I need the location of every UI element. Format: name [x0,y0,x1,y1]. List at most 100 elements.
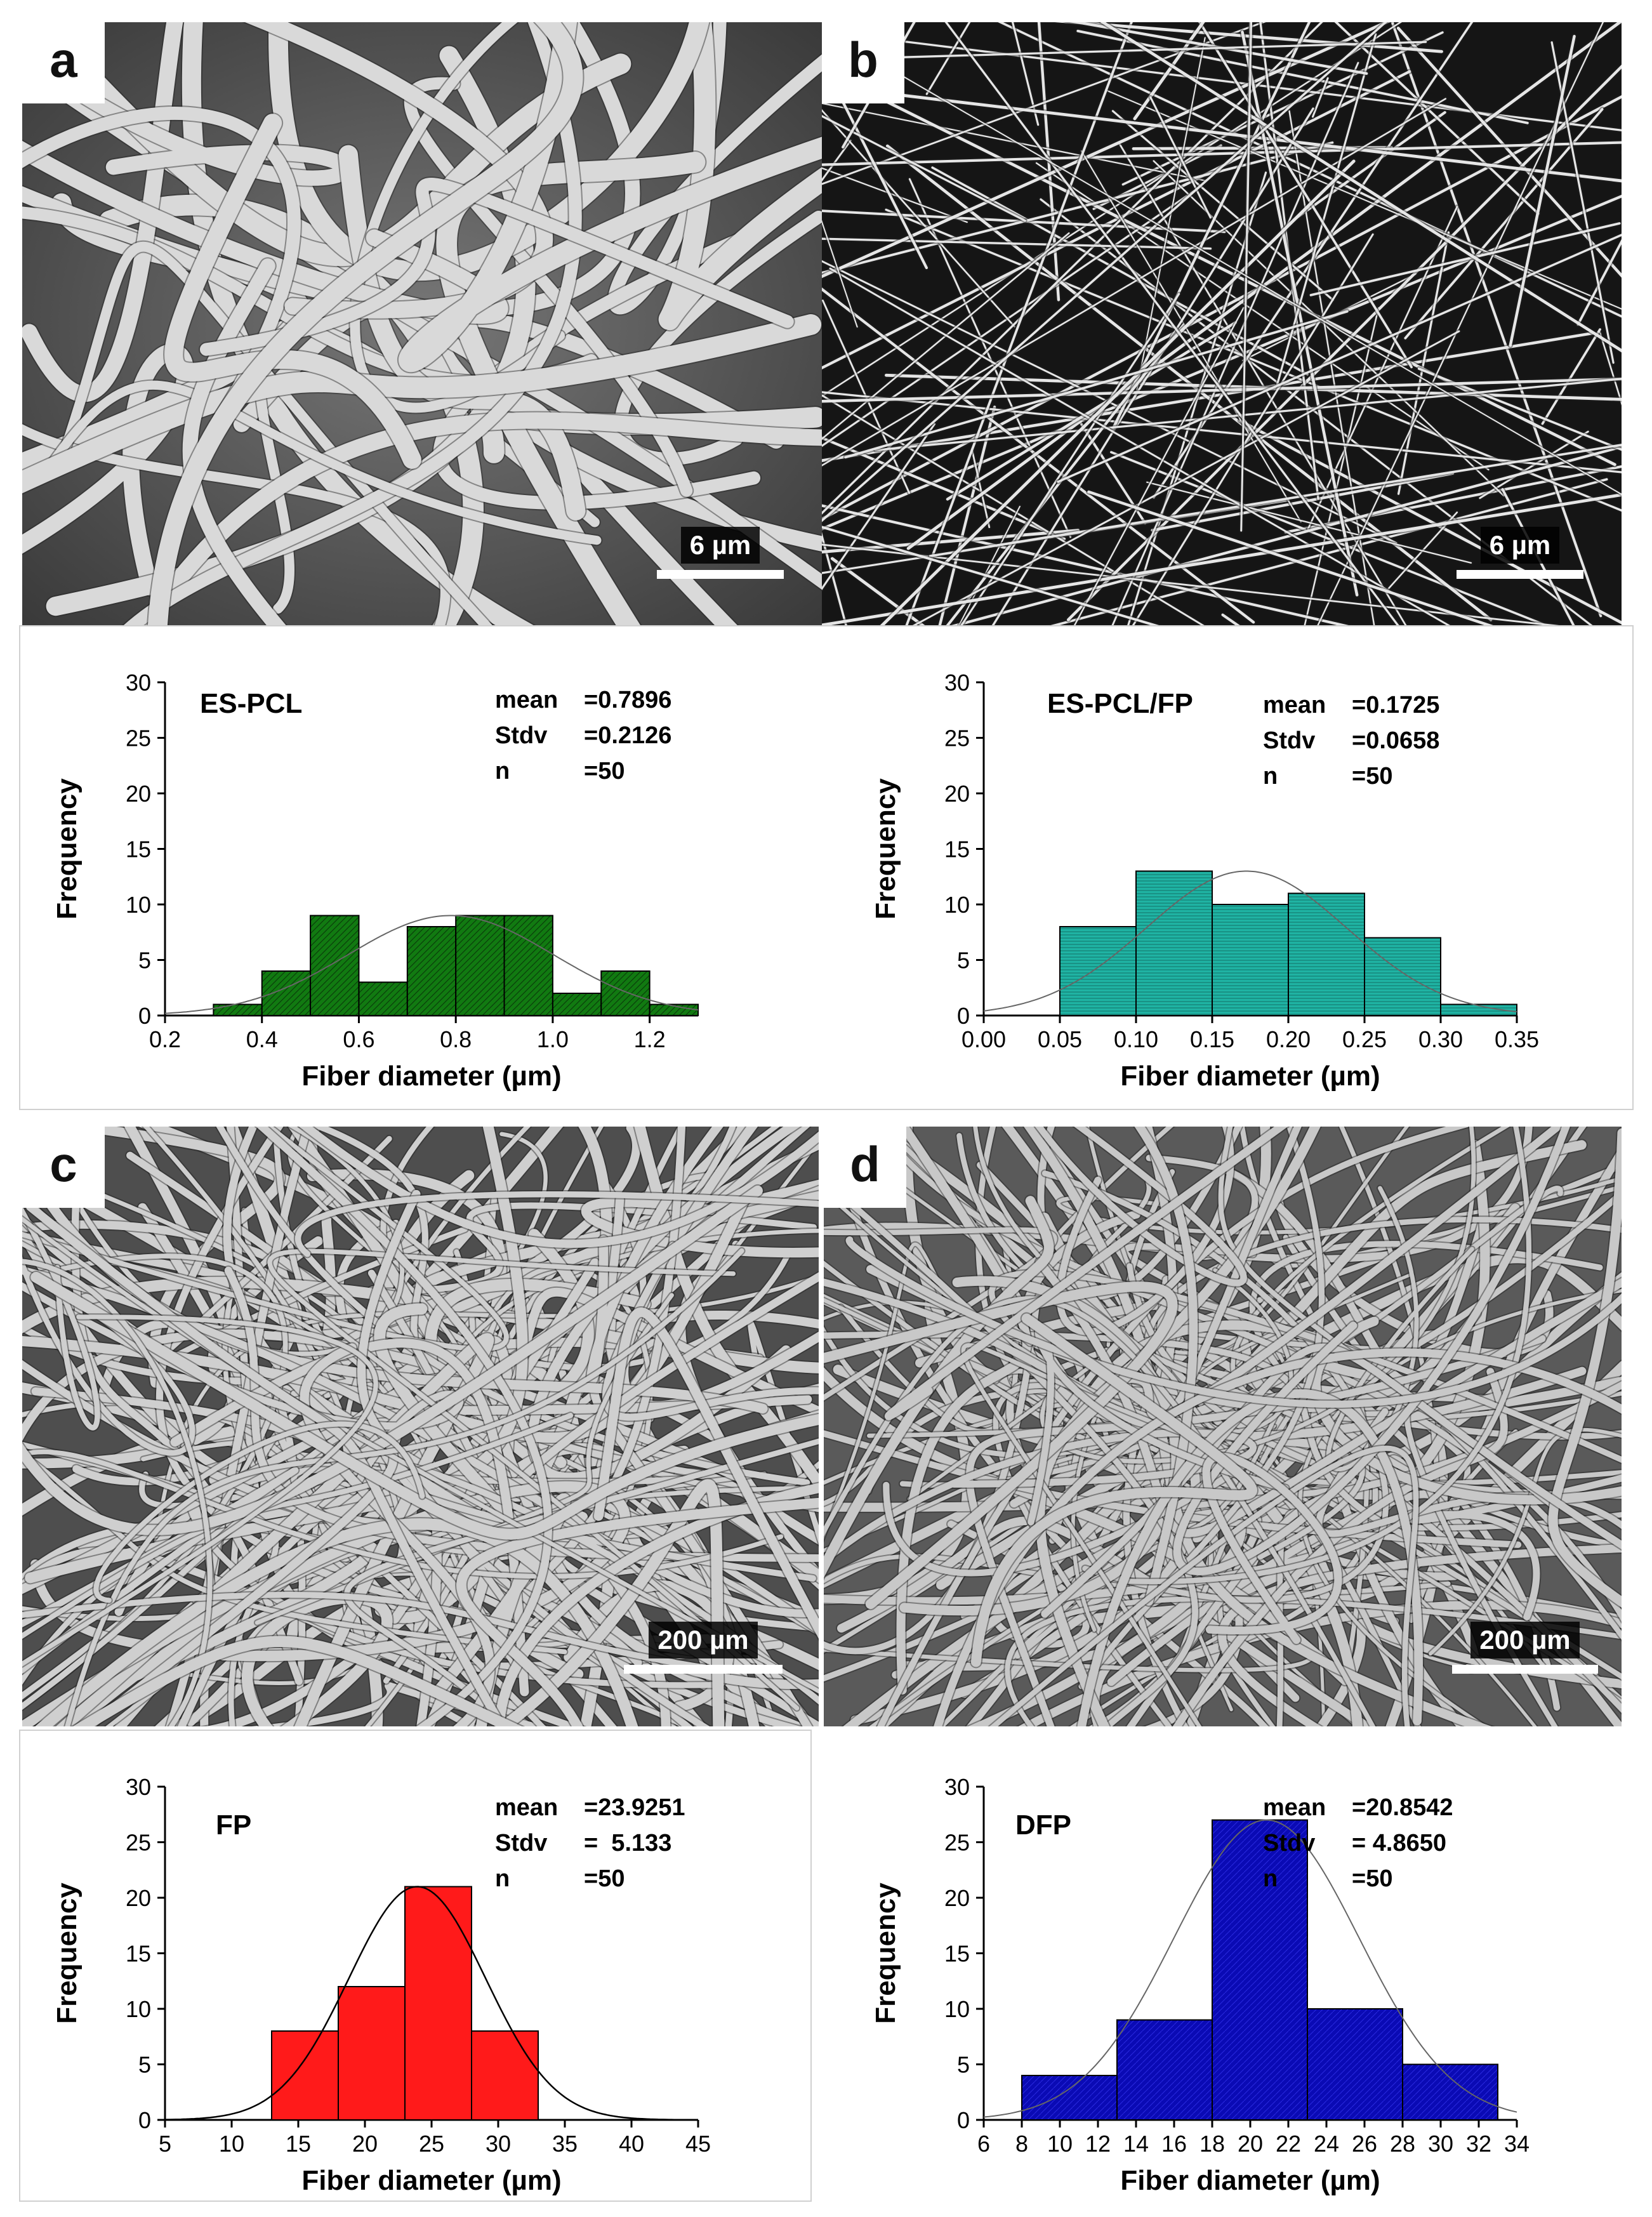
y-tick-label: 10 [944,892,970,918]
chart-frame-c [19,1730,812,2202]
y-tick-label: 5 [957,948,970,974]
x-axis-label: Fiber diameter (µm) [301,1061,561,1092]
stat-value: =0.7896 [584,687,671,713]
fiber [822,504,1349,625]
x-tick-label: 0.05 [1038,1026,1082,1052]
fiber [822,115,1026,222]
histogram-bar [310,915,360,1016]
fiber [22,1127,509,1352]
panel-letter-d: d [824,1127,906,1208]
scale-bar-line-b [1457,570,1583,579]
fiber [1087,490,1493,625]
stat-label: Stdv [1263,727,1315,754]
scale-bar-c: 200 µm [624,1622,783,1674]
fiber [1408,1474,1622,1620]
fiber [1334,22,1540,215]
x-tick-label: 10 [219,2131,244,2157]
fiber [1005,1596,1622,1726]
fiber [971,448,991,529]
stat-label: mean [1263,1794,1326,1821]
fiber [1417,367,1622,451]
normal-fit-curve [164,1886,698,2121]
y-tick-label: 30 [944,670,970,696]
fiber [925,22,971,95]
fiber [822,141,1334,274]
fiber [877,1127,1470,1726]
x-tick-label: 0.30 [1418,1026,1463,1052]
fiber [822,187,1199,447]
fiber [1153,160,1505,497]
sem-image-c-graphic [22,1127,819,1726]
fiber [824,1281,1178,1610]
y-tick-label: 15 [126,1941,151,1967]
histogram-bar [213,1003,263,1016]
chart-title: ES-PCL/FP [1047,688,1193,719]
x-tick-label: 1.2 [634,1026,666,1052]
fiber [822,394,1205,625]
fiber [1041,1343,1622,1618]
fiber [123,22,582,625]
x-tick-label: 0.4 [246,1026,278,1052]
fiber [824,1127,1533,1263]
histogram-bar [1288,892,1365,1016]
fiber [874,378,1622,451]
fiber [822,543,1559,625]
x-tick-label: 15 [286,2131,311,2157]
y-tick-label: 25 [126,725,151,751]
y-axis-label: Frequency [51,778,83,920]
fiber [822,526,1160,625]
fiber [1541,328,1601,425]
x-tick-label: 35 [552,2131,578,2157]
fiber [22,107,301,426]
fiber [906,22,1622,550]
panel-letter-a: a [22,22,105,103]
stat-label: n [1263,1865,1278,1892]
x-tick-label: 26 [1352,2131,1377,2157]
scale-bar-line-c [624,1665,783,1674]
histogram-bar [552,993,602,1016]
y-tick-label: 25 [944,1830,970,1856]
x-tick-label: 0.00 [961,1026,1006,1052]
fiber [822,232,1070,440]
fiber [845,1236,1622,1408]
x-tick-label: 45 [685,2131,711,2157]
stat-label: Stdv [1263,1830,1315,1856]
fiber [1288,110,1375,625]
histogram-fp: 0 5 10 15 20 25 30 5 10 15 20 25 30 35 40 45 FP mean =23.9… [0,1752,819,2209]
stat-value: = 4.8650 [1352,1830,1446,1856]
fiber [199,178,794,356]
fiber [829,267,1450,625]
fiber [822,493,1622,625]
fiber [22,1481,630,1726]
y-tick-label: 15 [944,1941,970,1967]
fiber [1149,96,1212,219]
fiber [885,208,1622,512]
histogram-bar [404,1886,472,2121]
sem-image-b: b 6 µm [822,22,1622,625]
fiber [1073,307,1245,625]
fiber [298,1127,819,1248]
fiber [822,529,1080,553]
x-tick-label: 0.25 [1342,1026,1387,1052]
fiber [928,444,1622,557]
fiber [991,107,1314,625]
scale-bar-b: 6 µm [1457,527,1583,579]
x-tick-label: 0.10 [1114,1026,1158,1052]
fiber [1151,472,1455,532]
histogram-bar [358,981,408,1016]
fiber [593,1307,819,1639]
y-tick-label: 20 [126,1885,151,1911]
fiber [1198,22,1413,369]
sem-image-b-graphic [822,22,1622,625]
fiber [22,22,183,402]
stat-value: =50 [584,1865,624,1892]
x-tick-label: 34 [1504,2131,1530,2157]
fiber [22,1591,710,1671]
fiber [824,1196,1054,1578]
fiber [148,22,583,625]
fiber [1404,1403,1622,1726]
histogram-bar [1212,1819,1308,2121]
stat-label: mean [495,1794,558,1821]
y-tick-label: 25 [126,1830,151,1856]
fiber [824,1188,1293,1434]
